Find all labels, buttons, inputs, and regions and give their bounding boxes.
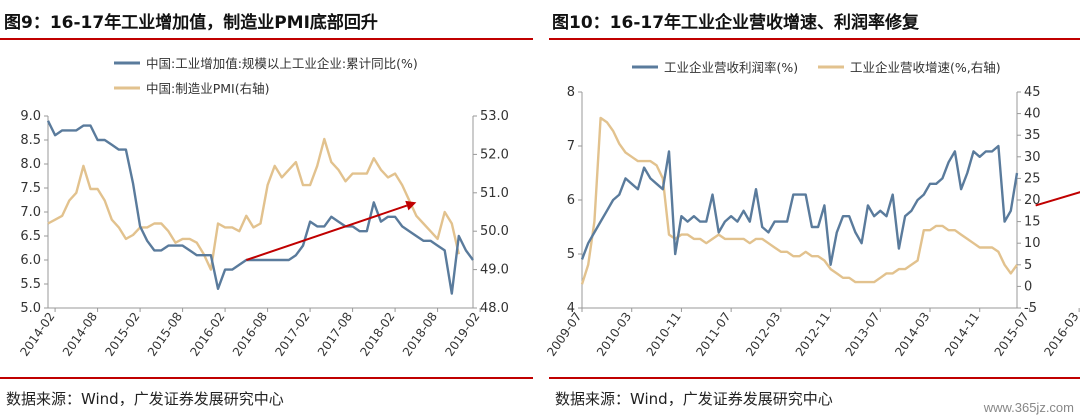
left-y-tick-label: 5: [567, 247, 575, 262]
right-y-tick-label: 51.0: [480, 186, 509, 201]
right-y-tick-label: 15: [1024, 215, 1041, 230]
x-tick-label: 2014-11: [942, 310, 982, 359]
right-y-tick-label: 45: [1024, 85, 1041, 100]
x-tick-label: 2015-08: [145, 310, 185, 359]
series-line-primary: [580, 144, 1019, 267]
x-tick-label: 2016-08: [230, 310, 270, 359]
right-y-tick-label: 30: [1024, 150, 1041, 165]
right-y-tick-label: 5: [1024, 258, 1032, 273]
x-tick-label: 2013-07: [843, 310, 883, 359]
left-y-tick-label: 4: [567, 301, 575, 316]
watermark: www.365jz.com: [983, 400, 1074, 415]
series-line-primary: [46, 120, 474, 295]
x-tick-label: 2009-07: [544, 310, 584, 359]
left-title-rule: [0, 38, 533, 40]
left-source-rule: [0, 377, 533, 379]
right-y-tick-label: 52.0: [480, 147, 509, 162]
left-chart-title: 图9：16-17年工业增加值，制造业PMI底部回升: [4, 13, 378, 33]
x-tick-label: 2012-03: [743, 310, 783, 359]
x-tick-label: 2010-03: [594, 310, 634, 359]
left-y-tick-label: 5.0: [20, 301, 41, 316]
legend-label: 工业企业营收利润率(%): [664, 60, 798, 75]
x-tick-label: 2019-02: [442, 310, 482, 359]
left-chart: 9.0 8.5 8.0 7.5 7.0 6.5 6.0 5.5 5.0 53.0 52.0 51.0 5…: [17, 56, 509, 359]
right-y-tick-label: 35: [1024, 128, 1041, 143]
x-tick-label: 2010-11: [644, 310, 684, 359]
trend-arrow-head: [405, 200, 417, 211]
right-y-tick-label: 0: [1024, 279, 1032, 294]
trend-arrow: [1035, 191, 1080, 207]
left-y-tick-label: 8.5: [20, 133, 41, 148]
left-y-tick-label: 6: [567, 193, 575, 208]
left-y-tick-label: 7.0: [20, 205, 41, 220]
x-tick-label: 2018-02: [357, 310, 397, 359]
x-tick-label: 2014-03: [892, 310, 932, 359]
x-tick-label: 2011-07: [693, 310, 733, 359]
right-source-note: 数据来源：Wind，广发证券发展研究中心: [555, 390, 833, 408]
right-y-tick-label: -5: [1024, 301, 1037, 316]
right-y-tick-label: 53.0: [480, 109, 509, 124]
right-y-tick-label: 10: [1024, 236, 1041, 251]
x-tick-label: 2015-02: [102, 310, 142, 359]
left-y-tick-label: 7: [567, 139, 575, 154]
right-y-tick-label: 49.0: [480, 263, 509, 278]
series-line-secondary: [580, 116, 1018, 285]
series-line-secondary: [47, 137, 460, 271]
left-y-tick-label: 9.0: [20, 109, 41, 124]
right-y-tick-label: 48.0: [480, 301, 509, 316]
left-y-tick-label: 6.5: [20, 229, 41, 244]
x-tick-label: 2012-11: [793, 310, 833, 359]
right-y-tick-label: 25: [1024, 171, 1041, 186]
left-y-tick-label: 7.5: [20, 181, 41, 196]
left-y-tick-label: 8.0: [20, 157, 41, 172]
left-y-tick-label: 6.0: [20, 253, 41, 268]
trend-arrow: [246, 204, 408, 261]
x-tick-label: 2014-02: [17, 310, 57, 359]
left-y-tick-label: 5.5: [20, 277, 41, 292]
legend-label: 中国:工业增加值:规模以上工业企业:累计同比(%): [146, 56, 418, 71]
right-y-tick-label: 40: [1024, 107, 1041, 122]
x-tick-label: 2015-07: [992, 310, 1032, 359]
right-y-tick-label: 50.0: [480, 224, 509, 239]
x-tick-label: 2016-02: [187, 310, 227, 359]
left-y-tick-label: 8: [567, 85, 575, 100]
x-tick-label: 2016-03: [1041, 310, 1080, 359]
x-tick-label: 2018-08: [400, 310, 440, 359]
right-title-rule: [549, 38, 1080, 40]
legend-label: 工业企业营收增速(%,右轴): [850, 60, 1001, 75]
right-y-tick-label: 20: [1024, 193, 1041, 208]
right-source-rule: [549, 377, 1080, 379]
legend-label: 中国:制造业PMI(右轴): [146, 81, 269, 96]
right-chart-title: 图10：16-17年工业企业营收增速、利润率修复: [552, 13, 920, 33]
left-source-note: 数据来源：Wind，广发证券发展研究中心: [6, 390, 284, 408]
x-tick-label: 2014-08: [60, 310, 100, 359]
x-tick-label: 2017-02: [272, 310, 312, 359]
x-tick-label: 2017-08: [315, 310, 355, 359]
